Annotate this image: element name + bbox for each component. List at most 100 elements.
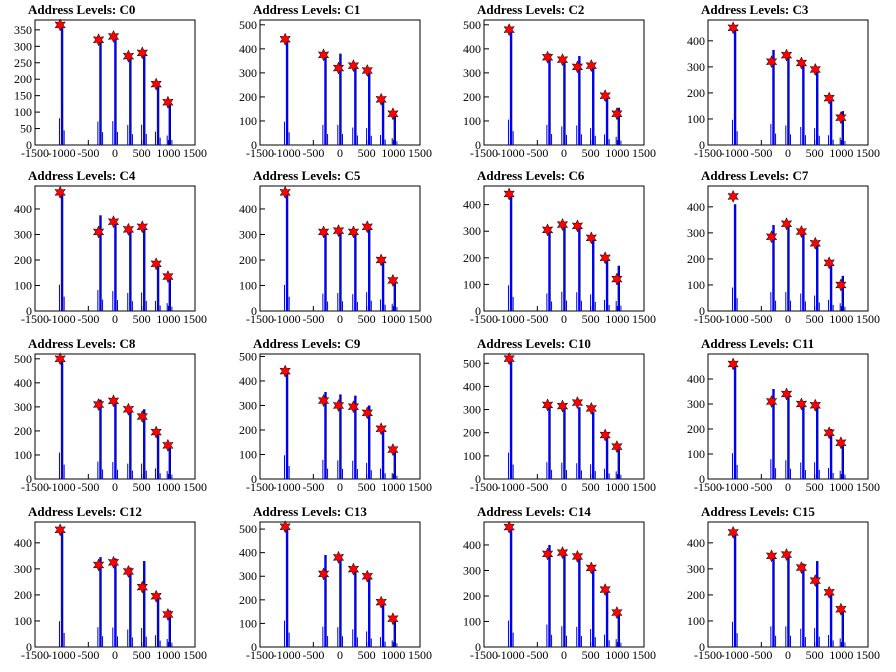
peak-marker [92, 397, 105, 412]
peak-marker [571, 60, 584, 74]
panel-5: Address Levels: C5 0 100 200 300 400 -1500-100… [239, 168, 432, 326]
y-tick-label: 100 [14, 278, 32, 292]
x-tick-label: 1000 [605, 480, 629, 494]
panel-11: Address Levels: C11 0 100 200 300 400 -1500-10… [687, 336, 880, 494]
x-tick-label: 500 [806, 480, 824, 494]
y-tick-label: 350 [14, 23, 32, 37]
y-tick-label: 0 [26, 304, 32, 318]
y-tick-label: 250 [14, 56, 32, 70]
peak-marker [92, 225, 105, 239]
x-tick-label: -1000 [273, 146, 301, 160]
x-tick-label: 1000 [381, 480, 405, 494]
x-tick-label: 500 [582, 648, 600, 662]
x-tick-label: -1500 [246, 648, 274, 662]
y-tick-label: 400 [463, 198, 481, 212]
y-tick-label: 300 [687, 226, 705, 240]
x-tick-label: -500 [750, 648, 772, 662]
peak-marker [780, 387, 793, 401]
peak-marker [54, 523, 66, 537]
x-tick-label: 0 [561, 648, 567, 662]
peak-marker [541, 50, 554, 64]
y-tick-label: 200 [14, 72, 32, 86]
peak-marker [162, 438, 174, 452]
y-tick-label: 200 [239, 90, 257, 104]
y-tick-label: 200 [463, 251, 481, 265]
peak-marker [162, 269, 174, 284]
x-tick-label: -1500 [470, 648, 498, 662]
y-tick-label: 300 [463, 563, 481, 577]
bar [112, 36, 118, 145]
bar [561, 552, 567, 647]
panel-14: Address Levels: C14 0 100 200 300 400 -1500-10… [463, 504, 656, 662]
x-tick-label: 1000 [829, 648, 853, 662]
x-tick-label: 0 [785, 648, 791, 662]
bar [615, 265, 622, 311]
bar [546, 231, 553, 311]
x-tick-label: 1500 [408, 480, 432, 494]
bar [590, 411, 596, 479]
y-tick-label: 100 [239, 447, 257, 461]
y-tick-label: 200 [14, 588, 32, 602]
bar [590, 565, 596, 647]
peak-marker [54, 18, 66, 32]
y-tick-label: 300 [239, 66, 257, 80]
x-tick-label: -500 [302, 480, 324, 494]
y-tick-label: 200 [239, 593, 257, 607]
peak-marker [765, 549, 778, 563]
y-tick-label: 100 [14, 105, 32, 119]
x-tick-label: -1000 [721, 648, 749, 662]
y-tick-label: 200 [239, 423, 257, 437]
chart-title: Address Levels: C7 [701, 168, 809, 183]
x-tick-label: 1000 [605, 648, 629, 662]
y-tick-label: 150 [14, 89, 32, 103]
peak-marker [387, 612, 399, 626]
x-tick-label: -1500 [246, 146, 274, 160]
x-tick-label: 1000 [605, 312, 629, 326]
y-tick-label: 100 [687, 112, 705, 126]
bar [839, 441, 846, 479]
x-tick-label: -1500 [694, 312, 722, 326]
peak-marker [136, 409, 149, 424]
y-tick-label: 200 [239, 253, 257, 267]
x-tick-label: -1500 [694, 146, 722, 160]
bar [615, 444, 622, 479]
peak-marker [556, 545, 569, 560]
x-tick-label: -1500 [470, 146, 498, 160]
chart-title: Address Levels: C10 [477, 336, 591, 351]
y-tick-label: 400 [14, 202, 32, 216]
bar [603, 96, 610, 145]
peak-marker [136, 46, 149, 60]
y-tick-label: 500 [463, 18, 481, 32]
x-tick-label: 1000 [381, 312, 405, 326]
peak-marker [347, 400, 360, 414]
y-tick-label: 300 [14, 562, 32, 576]
x-tick-label: 1000 [156, 480, 180, 494]
x-tick-label: -1000 [273, 648, 301, 662]
peak-marker [347, 562, 360, 576]
y-tick-label: 0 [251, 304, 257, 318]
x-tick-label: 0 [112, 312, 118, 326]
peak-marker [823, 426, 835, 440]
bar [283, 371, 290, 479]
bar [166, 102, 173, 145]
y-tick-label: 300 [14, 39, 32, 53]
x-tick-label: -1000 [497, 648, 525, 662]
bar [576, 555, 582, 647]
y-tick-label: 400 [463, 42, 481, 56]
x-tick-label: 1500 [856, 146, 880, 160]
x-tick-label: -1000 [48, 648, 76, 662]
bar [127, 567, 133, 647]
bar [154, 265, 161, 311]
peak-marker [809, 573, 822, 588]
y-tick-label: 0 [699, 472, 705, 486]
peak-marker [556, 53, 569, 67]
x-tick-label: 1500 [856, 480, 880, 494]
x-tick-label: 1000 [156, 648, 180, 662]
x-tick-label: -500 [526, 146, 548, 160]
x-tick-label: 1500 [856, 648, 880, 662]
peak-marker [332, 61, 345, 75]
bar [770, 49, 777, 145]
y-tick-label: 0 [475, 138, 481, 152]
x-tick-label: -1000 [273, 312, 301, 326]
y-tick-label: 100 [463, 614, 481, 628]
